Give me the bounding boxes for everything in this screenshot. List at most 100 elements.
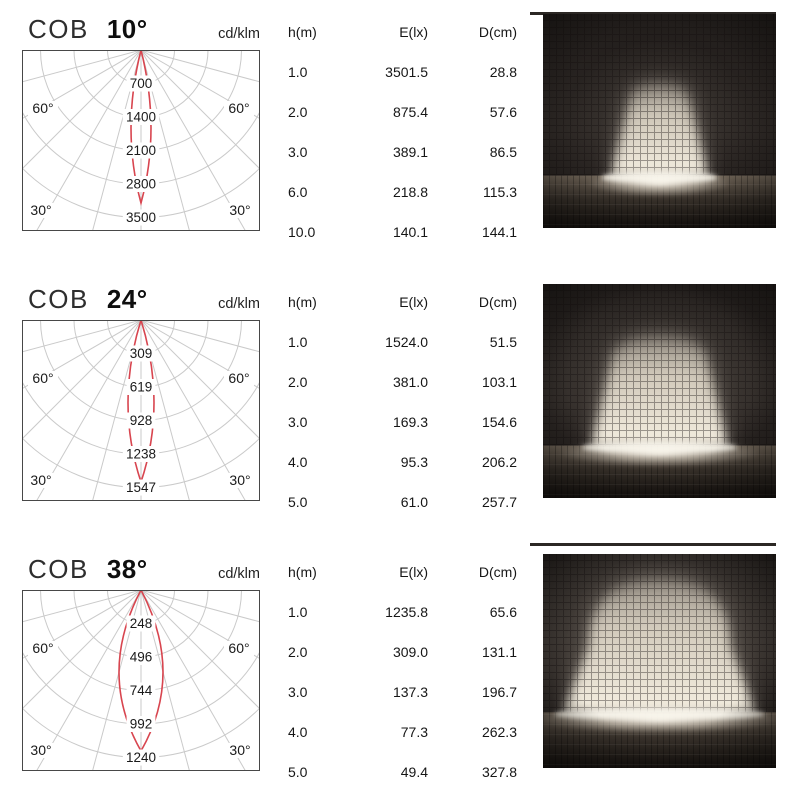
beam-photo: [543, 284, 776, 498]
table-cell: 218.8: [392, 184, 428, 200]
table-cell: 65.6: [489, 604, 517, 620]
ring-value-label: 2100: [126, 143, 156, 158]
angle-label: 30°: [30, 742, 51, 758]
polar-diagram: 248 496 744 992 1240 60° 60° 30° 30°: [22, 590, 260, 771]
cob-section: COB 38° cd/klm 248 496 744 992 1240 60° 60° 30°…: [0, 540, 789, 810]
unit-label: cd/klm: [218, 566, 260, 582]
table-cell: 381.0: [392, 374, 428, 390]
table-cell: 1.0: [288, 334, 308, 350]
table-cell: 28.8: [489, 64, 517, 80]
product-label: COB: [28, 554, 89, 584]
beam-angle-label: 24°: [106, 284, 148, 314]
table-cell: 95.3: [400, 454, 428, 470]
ring-value-label: 619: [130, 380, 153, 395]
beam-photo-svg: [543, 554, 776, 768]
diagram-border: [22, 590, 260, 771]
diagram-border: [22, 320, 260, 501]
table-cell: 3.0: [288, 684, 308, 700]
product-label: COB: [28, 14, 89, 44]
ring-value-label: 1400: [126, 110, 156, 125]
photo-edge-sliver: [530, 543, 776, 546]
table-cell: 51.5: [489, 334, 517, 350]
table-cell: 257.7: [481, 494, 517, 510]
angle-label: 60°: [228, 640, 249, 656]
table-cell: 3.0: [288, 414, 308, 430]
table-cell: 206.2: [481, 454, 517, 470]
ring-value-label: 700: [130, 76, 153, 91]
angle-label: 60°: [32, 100, 53, 116]
table-cell: 2.0: [288, 644, 308, 660]
table-cell: 1524.0: [385, 334, 428, 350]
beam-angle-label: 38°: [106, 554, 148, 584]
angle-label: 60°: [228, 370, 249, 386]
product-label: COB: [28, 284, 89, 314]
table-cell: 875.4: [392, 104, 428, 120]
angle-label: 30°: [229, 472, 250, 488]
ring-value-label: 928: [130, 413, 153, 428]
table-cell: 2.0: [288, 104, 308, 120]
col-header-illuminance: E(lx): [399, 24, 428, 40]
table-cell: 77.3: [400, 724, 428, 740]
ring-value-label: 1547: [126, 480, 156, 495]
unit-label: cd/klm: [218, 296, 260, 312]
table-cell: 1.0: [288, 64, 308, 80]
col-header-height: h(m): [288, 294, 317, 310]
photometric-table: h(m) E(lx) D(cm) 1.0 3501.5 28.8 2.0 875.4 57…: [288, 12, 517, 252]
col-header-diameter: D(cm): [478, 24, 517, 40]
ring-value-label: 2800: [126, 177, 156, 192]
diagram-border: [22, 50, 260, 231]
section-header: COB 38° cd/klm: [28, 554, 260, 585]
table-cell: 5.0: [288, 494, 308, 510]
section-header: COB 24° cd/klm: [28, 284, 260, 315]
ring-value-label: 248: [130, 616, 153, 631]
angle-label: 30°: [30, 202, 51, 218]
polar-diagram-svg: 309 619 928 1238 1547 60° 60° 30° 30°: [22, 320, 260, 501]
unit-label: cd/klm: [218, 26, 260, 42]
table-cell: 49.4: [400, 764, 428, 780]
beam-angle-label: 10°: [106, 14, 148, 44]
angle-label: 30°: [30, 472, 51, 488]
table-cell: 144.1: [481, 224, 517, 240]
ring-value-label: 1240: [126, 750, 156, 765]
table-cell: 131.1: [481, 644, 517, 660]
polar-diagram-svg: 700 1400 2100 2800 3500 60° 60° 30° 30°: [22, 50, 260, 231]
ring-value-label: 992: [130, 717, 153, 732]
beam-photo-svg: [543, 284, 776, 498]
table-cell: 5.0: [288, 764, 308, 780]
col-header-diameter: D(cm): [478, 564, 517, 580]
table-cell: 169.3: [392, 414, 428, 430]
table-cell: 309.0: [392, 644, 428, 660]
table-cell: 1.0: [288, 604, 308, 620]
angle-label: 60°: [32, 640, 53, 656]
angle-label: 60°: [228, 100, 249, 116]
table-cell: 154.6: [481, 414, 517, 430]
polar-diagram: 309 619 928 1238 1547 60° 60° 30° 30°: [22, 320, 260, 501]
photometric-table: h(m) E(lx) D(cm) 1.0 1235.8 65.6 2.0 309.0 13…: [288, 552, 517, 792]
cob-section: COB 10° cd/klm 700 1400 2100 2800 3500 60° 60°…: [0, 0, 789, 270]
angle-label: 60°: [32, 370, 53, 386]
beam-photo: [543, 14, 776, 228]
table-cell: 6.0: [288, 184, 308, 200]
table-cell: 10.0: [288, 224, 316, 240]
col-header-illuminance: E(lx): [399, 564, 428, 580]
beam-photo: [543, 554, 776, 768]
photometric-table: h(m) E(lx) D(cm) 1.0 1524.0 51.5 2.0 381.0 10…: [288, 282, 517, 522]
polar-diagram-svg: 248 496 744 992 1240 60° 60° 30° 30°: [22, 590, 260, 771]
cob-section: COB 24° cd/klm 309 619 928 1238 1547 60° 60° 30…: [0, 270, 789, 540]
ring-value-label: 3500: [126, 210, 156, 225]
section-header: COB 10° cd/klm: [28, 14, 260, 45]
ring-value-label: 496: [130, 650, 153, 665]
table-cell: 4.0: [288, 454, 308, 470]
table-cell: 61.0: [400, 494, 428, 510]
polar-diagram: 700 1400 2100 2800 3500 60° 60° 30° 30°: [22, 50, 260, 231]
table-cell: 196.7: [481, 684, 517, 700]
ring-value-label: 1238: [126, 447, 156, 462]
photo-edge-sliver: [530, 12, 776, 15]
col-header-diameter: D(cm): [478, 294, 517, 310]
table-cell: 115.3: [483, 184, 517, 200]
table-cell: 3501.5: [385, 64, 428, 80]
table-cell: 262.3: [481, 724, 517, 740]
table-cell: 2.0: [288, 374, 308, 390]
table-cell: 1235.8: [385, 604, 428, 620]
angle-label: 30°: [229, 742, 250, 758]
